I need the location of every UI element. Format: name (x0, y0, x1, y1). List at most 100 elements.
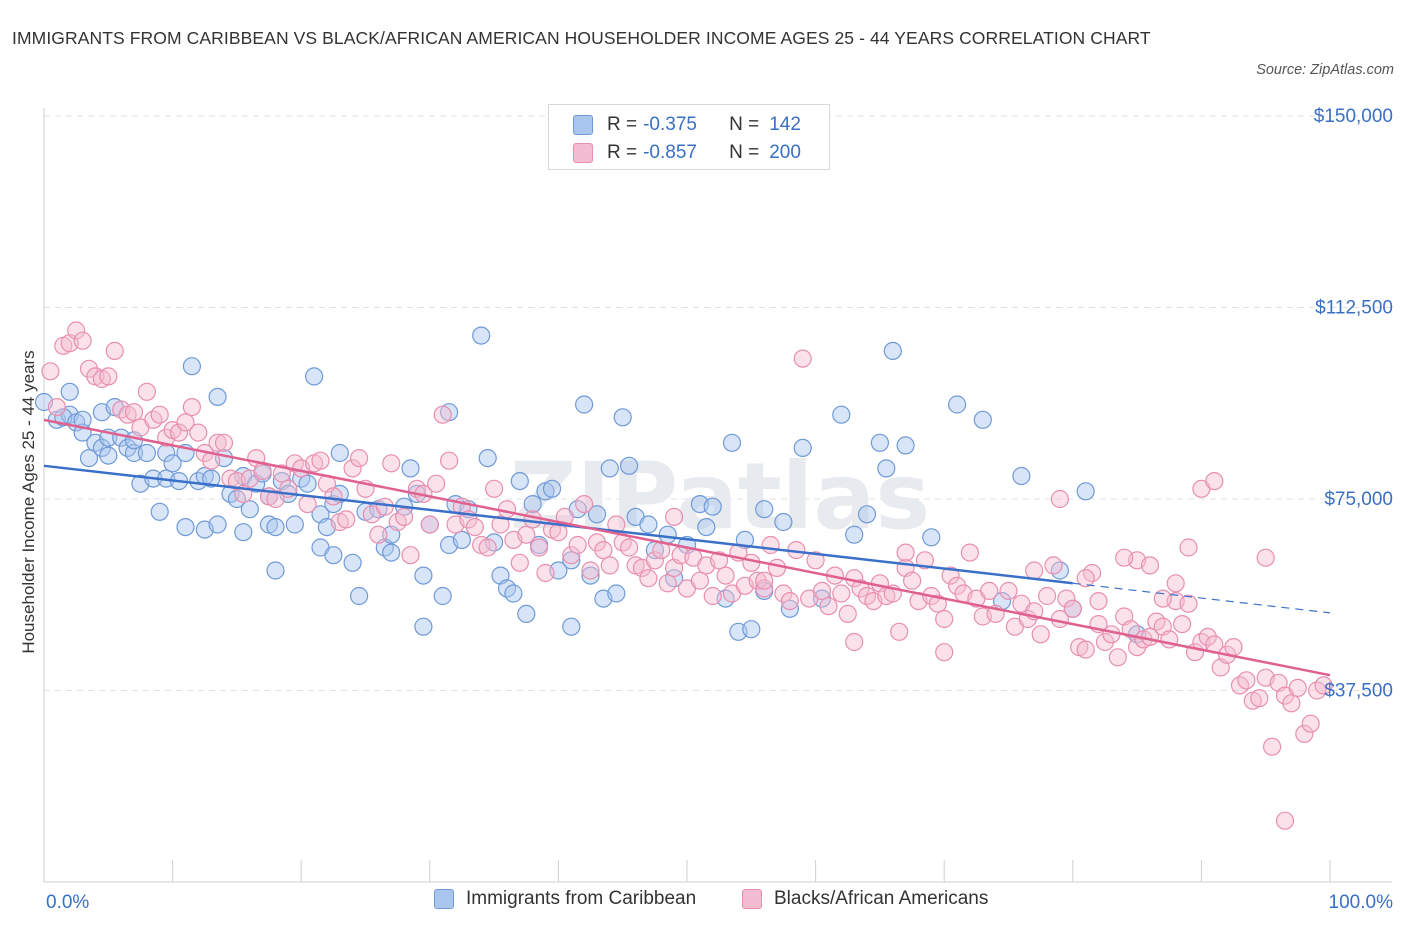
point-black (838, 604, 857, 624)
point-black (594, 540, 613, 560)
point-caribbean (208, 387, 227, 406)
y-tick-label: $150,000 (1314, 106, 1393, 127)
point-caribbean (613, 408, 632, 427)
point-black (755, 579, 774, 598)
point-black (890, 622, 909, 641)
point-caribbean (697, 517, 716, 537)
point-black (1275, 811, 1295, 830)
point-caribbean (742, 620, 761, 639)
trend-line-black (43, 418, 1331, 677)
point-black (176, 413, 195, 432)
stats-legend: R = -0.375 N = 142 R = -0.857 N = 200 (548, 104, 830, 170)
point-black (208, 433, 227, 452)
point-caribbean (343, 553, 362, 572)
y-tick-label: $75,000 (1324, 489, 1393, 510)
point-black (1044, 556, 1063, 575)
point-black (420, 515, 439, 534)
point-caribbean (562, 551, 581, 570)
point-caribbean (922, 528, 941, 547)
point-black (382, 454, 401, 473)
point-black (774, 584, 793, 603)
point-caribbean (208, 515, 227, 534)
point-black (1256, 548, 1275, 567)
point-black (1282, 694, 1301, 713)
point-black (272, 464, 291, 483)
point-black (1031, 625, 1050, 644)
legend-swatch-blue (573, 115, 593, 135)
point-caribbean (1012, 466, 1031, 486)
trend-line-caribbean (43, 464, 1073, 585)
legend-item-black[interactable]: Blacks/African Americans (742, 888, 988, 910)
point-black (1089, 591, 1108, 611)
point-caribbean (510, 472, 529, 491)
n-value: 142 (769, 114, 801, 135)
point-caribbean (832, 405, 851, 424)
point-black (1050, 489, 1070, 509)
point-caribbean (562, 617, 581, 636)
point-caribbean (722, 433, 742, 452)
point-caribbean (587, 505, 607, 524)
point-black (105, 341, 124, 360)
point-black (1179, 538, 1198, 557)
point-caribbean (639, 515, 658, 534)
point-black (845, 632, 864, 652)
r-value: -0.857 (643, 142, 697, 163)
n-label: N = (729, 142, 760, 163)
point-black (401, 546, 420, 565)
point-caribbean (234, 523, 253, 542)
point-black (1102, 625, 1121, 644)
point-black (941, 566, 960, 585)
point-caribbean (703, 497, 722, 516)
y-axis-label: Householder Income Ages 25 - 44 years (19, 350, 38, 653)
point-caribbean (478, 449, 497, 468)
point-black (73, 331, 92, 350)
point-black (902, 571, 922, 590)
point-caribbean (812, 589, 832, 608)
point-caribbean (124, 443, 144, 463)
point-black (369, 525, 388, 544)
point-caribbean (600, 459, 619, 478)
point-black (1108, 648, 1127, 667)
point-black (440, 451, 459, 470)
point-black (780, 591, 800, 611)
point-black (761, 535, 780, 555)
point-black (79, 359, 99, 378)
point-caribbean (658, 525, 677, 544)
y-tick-label: $112,500 (1315, 298, 1393, 319)
point-black (485, 479, 504, 498)
point-black (619, 538, 639, 557)
chart-title: IMMIGRANTS FROM CARIBBEAN VS BLACK/AFRIC… (12, 28, 1151, 48)
legend-item-caribbean[interactable]: Immigrants from Caribbean (434, 888, 696, 910)
point-black (581, 561, 600, 580)
point-black (960, 543, 980, 562)
point-caribbean (350, 586, 369, 606)
n-label: N = (729, 114, 760, 135)
point-black (395, 507, 414, 527)
point-black (137, 382, 156, 401)
legend-label: Immigrants from Caribbean (466, 888, 697, 909)
point-black (343, 459, 362, 478)
point-black (67, 321, 86, 340)
point-black (350, 449, 369, 468)
point-caribbean (285, 515, 304, 534)
point-caribbean (137, 443, 156, 463)
point-black (41, 362, 60, 381)
point-black (928, 594, 947, 613)
point-black (819, 597, 838, 616)
point-caribbean (1076, 482, 1095, 501)
point-black (1205, 472, 1224, 491)
point-black (169, 423, 189, 442)
point-caribbean (947, 395, 967, 414)
point-caribbean (163, 454, 182, 473)
n-value: 200 (769, 142, 801, 163)
source-label: Source: ZipAtlas.com (1256, 62, 1394, 78)
point-caribbean (240, 500, 259, 519)
r-label: R = (607, 114, 638, 135)
point-black (465, 517, 484, 537)
point-black (1076, 640, 1095, 659)
point-black (1198, 627, 1217, 647)
point-black (150, 405, 169, 424)
point-caribbean (99, 446, 118, 465)
point-black (703, 586, 722, 606)
